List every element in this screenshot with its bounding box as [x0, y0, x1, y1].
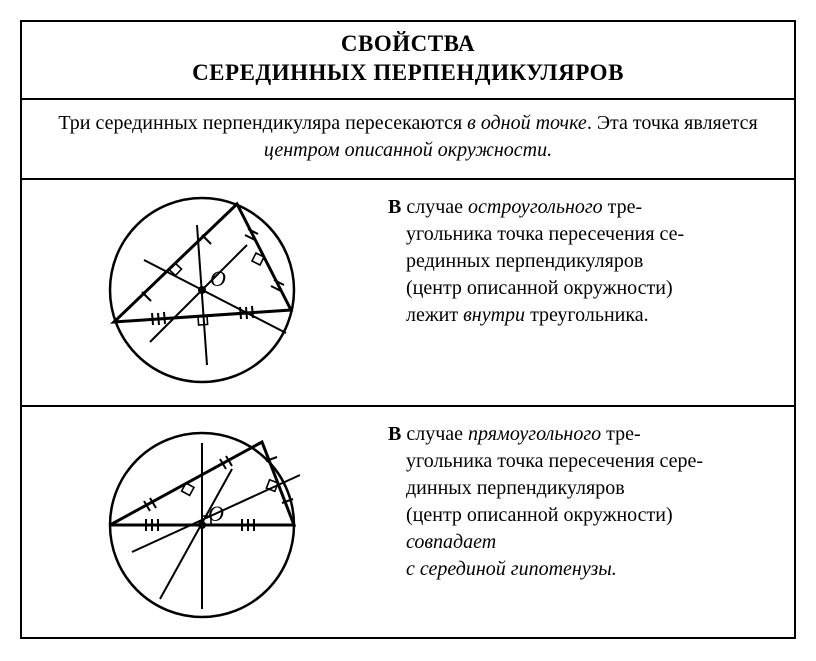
property-card: СВОЙСТВА СЕРЕДИННЫХ ПЕРПЕНДИКУЛЯРОВ Три … [20, 20, 796, 639]
intro-text-2: . Эта точка является [587, 112, 758, 134]
center-label-O: O [208, 501, 224, 526]
intro-em-2: центром описанной окружности. [264, 139, 552, 161]
right-b: В [388, 423, 401, 445]
diagram-right: O [72, 417, 332, 627]
figure-right: O [22, 407, 382, 637]
title-line-2: СЕРЕДИННЫХ ПЕРПЕНДИКУЛЯРОВ [32, 59, 784, 88]
intro-em-1: в одной точке [467, 112, 587, 134]
title-line-1: СВОЙСТВА [32, 30, 784, 59]
title-row: СВОЙСТВА СЕРЕДИННЫХ ПЕРПЕНДИКУЛЯРОВ [22, 22, 794, 100]
intro-row: Три серединных перпендикуляра пересекают… [22, 100, 794, 180]
figure-acute: O [22, 180, 382, 405]
center-label-O: O [210, 266, 226, 291]
diagram-acute: O [72, 190, 332, 395]
row-acute: O В случае остроугольного тре- угольника… [22, 180, 794, 407]
intro-text-1: Три серединных перпендикуляра пересекают… [58, 112, 467, 134]
acute-b: В [388, 196, 401, 218]
row-right: O В случае прямоугольного тре- угольника… [22, 407, 794, 637]
text-right: В случае прямоугольного тре- угольника т… [382, 407, 794, 637]
text-acute: В случае остроугольного тре- угольника т… [382, 180, 794, 405]
